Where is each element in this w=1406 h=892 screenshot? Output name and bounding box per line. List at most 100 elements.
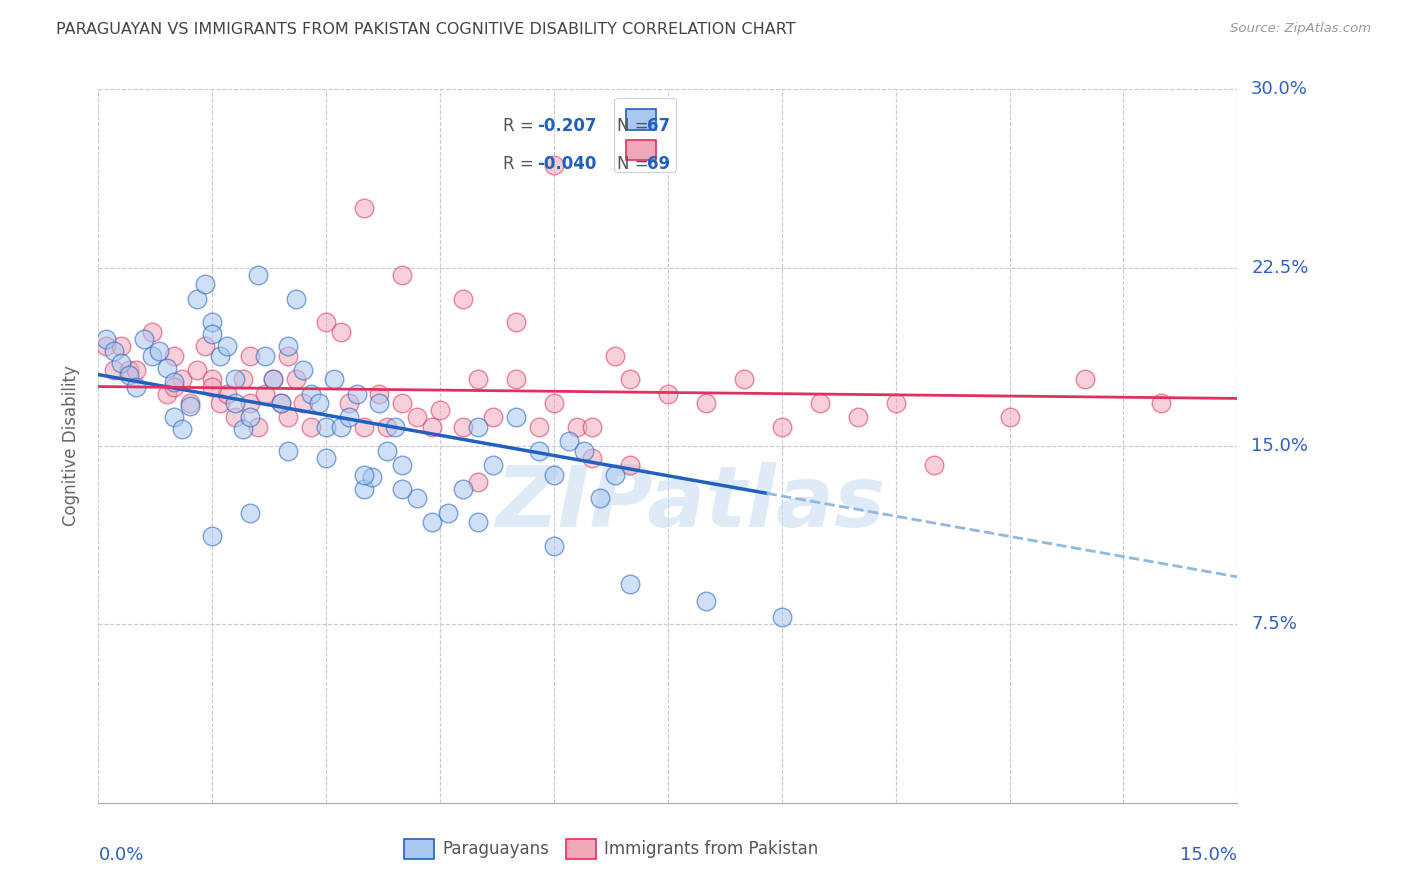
Point bbox=[1150, 396, 1173, 410]
Point bbox=[322, 372, 344, 386]
Point bbox=[224, 396, 246, 410]
Point bbox=[232, 372, 254, 386]
Point bbox=[277, 339, 299, 353]
Point bbox=[110, 356, 132, 370]
Point bbox=[118, 368, 141, 382]
Point bbox=[467, 475, 489, 489]
Point bbox=[179, 399, 201, 413]
Point bbox=[808, 396, 831, 410]
Point bbox=[194, 339, 217, 353]
Point bbox=[254, 386, 277, 401]
Point bbox=[194, 277, 217, 292]
Point bbox=[239, 506, 262, 520]
Point bbox=[368, 396, 391, 410]
Text: 67: 67 bbox=[647, 118, 671, 136]
Point bbox=[770, 420, 793, 434]
Point bbox=[467, 420, 489, 434]
Point bbox=[543, 396, 565, 410]
Point bbox=[353, 482, 375, 496]
Point bbox=[201, 327, 224, 342]
Point bbox=[141, 349, 163, 363]
Point bbox=[330, 420, 353, 434]
Point bbox=[156, 360, 179, 375]
Point bbox=[125, 363, 148, 377]
Point bbox=[337, 410, 360, 425]
Point bbox=[846, 410, 869, 425]
Point bbox=[346, 386, 368, 401]
Point bbox=[884, 396, 907, 410]
Text: 15.0%: 15.0% bbox=[1251, 437, 1308, 455]
Text: 15.0%: 15.0% bbox=[1180, 846, 1237, 863]
Point bbox=[391, 458, 413, 472]
Text: 69: 69 bbox=[647, 155, 671, 173]
Point bbox=[360, 470, 382, 484]
Point bbox=[163, 410, 186, 425]
Text: -0.207: -0.207 bbox=[537, 118, 596, 136]
Point bbox=[163, 349, 186, 363]
Point bbox=[94, 339, 117, 353]
Text: 22.5%: 22.5% bbox=[1251, 259, 1309, 277]
Point bbox=[558, 434, 581, 449]
Point bbox=[201, 315, 224, 329]
Text: -0.040: -0.040 bbox=[537, 155, 596, 173]
Point bbox=[232, 422, 254, 436]
Point bbox=[315, 420, 337, 434]
Text: PARAGUAYAN VS IMMIGRANTS FROM PAKISTAN COGNITIVE DISABILITY CORRELATION CHART: PARAGUAYAN VS IMMIGRANTS FROM PAKISTAN C… bbox=[56, 22, 796, 37]
Point bbox=[451, 420, 474, 434]
Text: N =: N = bbox=[617, 118, 654, 136]
Point bbox=[770, 610, 793, 624]
Point bbox=[201, 379, 224, 393]
Point bbox=[1074, 372, 1097, 386]
Point bbox=[527, 443, 550, 458]
Point bbox=[543, 539, 565, 553]
Point bbox=[451, 292, 474, 306]
Text: Source: ZipAtlas.com: Source: ZipAtlas.com bbox=[1230, 22, 1371, 36]
Point bbox=[467, 515, 489, 529]
Point bbox=[581, 450, 603, 465]
Point bbox=[186, 363, 208, 377]
Point bbox=[224, 372, 246, 386]
Point bbox=[482, 458, 505, 472]
Point bbox=[262, 372, 284, 386]
Point bbox=[603, 467, 626, 482]
Point bbox=[391, 482, 413, 496]
Legend: Paraguayans, Immigrants from Pakistan: Paraguayans, Immigrants from Pakistan bbox=[396, 832, 825, 866]
Point bbox=[270, 396, 292, 410]
Point bbox=[315, 315, 337, 329]
Point bbox=[657, 386, 679, 401]
Point bbox=[543, 467, 565, 482]
Text: 30.0%: 30.0% bbox=[1251, 80, 1308, 98]
Point bbox=[201, 372, 224, 386]
Point bbox=[299, 420, 322, 434]
Point bbox=[695, 396, 717, 410]
Point bbox=[170, 372, 193, 386]
Point bbox=[384, 420, 406, 434]
Point bbox=[299, 386, 322, 401]
Point bbox=[170, 422, 193, 436]
Point bbox=[451, 482, 474, 496]
Point bbox=[201, 529, 224, 543]
Point bbox=[695, 593, 717, 607]
Point bbox=[505, 372, 527, 386]
Point bbox=[179, 396, 201, 410]
Point bbox=[156, 386, 179, 401]
Point bbox=[619, 372, 641, 386]
Point bbox=[482, 410, 505, 425]
Point bbox=[429, 403, 451, 417]
Point bbox=[574, 443, 596, 458]
Point bbox=[292, 396, 315, 410]
Point bbox=[353, 201, 375, 215]
Point bbox=[998, 410, 1021, 425]
Point bbox=[163, 379, 186, 393]
Point bbox=[308, 396, 330, 410]
Point bbox=[505, 410, 527, 425]
Text: R =: R = bbox=[503, 118, 538, 136]
Point bbox=[118, 363, 141, 377]
Point bbox=[239, 349, 262, 363]
Point bbox=[224, 410, 246, 425]
Point bbox=[353, 467, 375, 482]
Point bbox=[619, 577, 641, 591]
Point bbox=[315, 450, 337, 465]
Point bbox=[391, 396, 413, 410]
Point bbox=[132, 332, 155, 346]
